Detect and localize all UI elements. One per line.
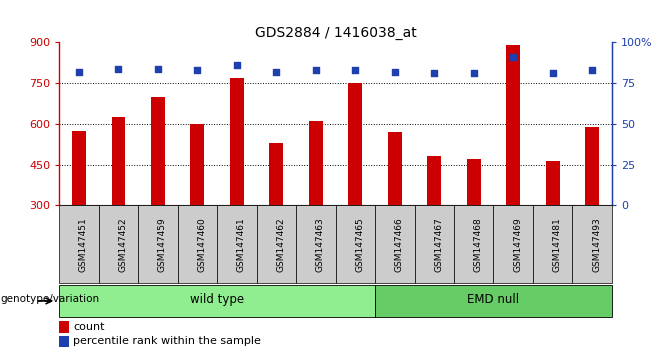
Text: GSM147468: GSM147468	[474, 217, 483, 272]
Text: GSM147465: GSM147465	[355, 217, 365, 272]
Bar	[375, 205, 415, 283]
Text: GSM147467: GSM147467	[434, 217, 443, 272]
Point	[390, 69, 400, 75]
Bar	[454, 205, 494, 283]
Text: percentile rank within the sample: percentile rank within the sample	[73, 336, 261, 346]
Point	[468, 70, 479, 76]
Bar	[111, 117, 125, 205]
Point	[192, 67, 203, 73]
Bar	[415, 205, 454, 283]
Bar	[72, 131, 86, 205]
Text: GSM147461: GSM147461	[237, 217, 246, 272]
Bar	[388, 132, 401, 205]
Text: GSM147459: GSM147459	[158, 217, 167, 272]
Text: GSM147466: GSM147466	[395, 217, 404, 272]
Point	[232, 62, 242, 68]
Point	[350, 67, 361, 73]
Text: GSM147451: GSM147451	[79, 217, 88, 272]
Text: GSM147463: GSM147463	[316, 217, 325, 272]
Point	[311, 67, 321, 73]
Text: GSM147493: GSM147493	[592, 217, 601, 272]
Bar	[296, 205, 336, 283]
Text: count: count	[73, 321, 105, 332]
Text: GSM147469: GSM147469	[513, 217, 522, 272]
Bar	[217, 205, 257, 283]
Point	[429, 70, 440, 76]
Point	[271, 69, 282, 75]
Bar	[191, 124, 204, 205]
Bar	[586, 127, 599, 205]
Bar	[336, 205, 375, 283]
Text: GSM147481: GSM147481	[553, 217, 562, 272]
Bar	[59, 285, 375, 317]
Bar	[467, 159, 480, 205]
Bar	[151, 97, 164, 205]
Bar	[506, 45, 520, 205]
Point	[113, 66, 124, 72]
Bar	[99, 205, 138, 283]
Bar	[545, 161, 559, 205]
Text: EMD null: EMD null	[467, 293, 520, 306]
Text: GSM147462: GSM147462	[276, 217, 286, 272]
Bar	[59, 321, 69, 333]
Point	[153, 66, 163, 72]
Bar	[138, 205, 178, 283]
Text: genotype/variation: genotype/variation	[1, 294, 100, 304]
Bar	[178, 205, 217, 283]
Text: GSM147460: GSM147460	[197, 217, 207, 272]
Point	[508, 54, 519, 60]
Point	[74, 69, 84, 75]
Bar	[427, 156, 441, 205]
Bar	[309, 121, 322, 205]
Bar	[257, 205, 296, 283]
Bar	[59, 205, 99, 283]
Text: wild type: wild type	[190, 293, 244, 306]
Title: GDS2884 / 1416038_at: GDS2884 / 1416038_at	[255, 26, 417, 40]
Bar	[572, 205, 612, 283]
Point	[587, 67, 597, 73]
Bar	[230, 78, 243, 205]
Bar	[375, 285, 612, 317]
Bar	[494, 205, 533, 283]
Bar	[533, 205, 572, 283]
Bar	[269, 143, 283, 205]
Point	[547, 70, 558, 76]
Bar	[348, 83, 362, 205]
Bar	[59, 336, 69, 347]
Text: GSM147452: GSM147452	[118, 217, 128, 272]
